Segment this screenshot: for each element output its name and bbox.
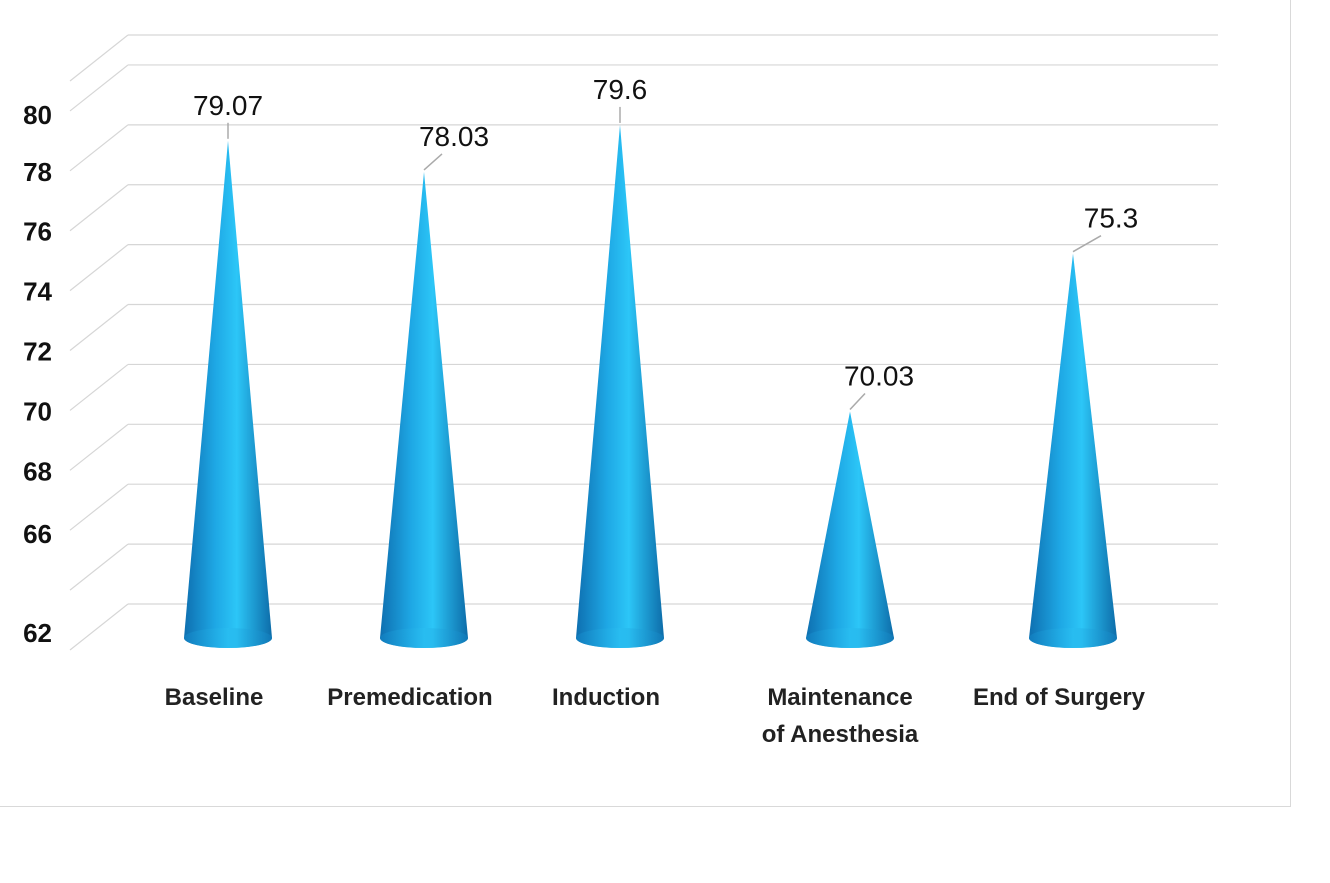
- cone-body: [184, 140, 272, 649]
- gridline-depth: [69, 244, 129, 292]
- gridline-depth: [69, 543, 129, 591]
- leader-line: [1072, 235, 1102, 253]
- gridline-depth: [69, 304, 129, 351]
- category-label: End of Surgery: [973, 684, 1146, 711]
- data-label: 75.3: [1084, 203, 1139, 234]
- leader-line: [849, 393, 866, 411]
- y-tick-label: 72: [23, 337, 52, 367]
- category-label: Premedication: [327, 684, 492, 711]
- gridline-depth: [69, 363, 129, 411]
- cone-base: [380, 628, 468, 648]
- gridline-depth: [69, 423, 129, 471]
- gridline-depth: [69, 64, 129, 112]
- cone-body: [576, 124, 664, 648]
- y-tick-label: 74: [23, 277, 52, 307]
- cone-bar: [576, 124, 664, 648]
- cone-bar: [806, 411, 894, 648]
- y-tick-label: 78: [23, 157, 52, 187]
- y-tick-label: 62: [23, 618, 52, 648]
- cone-base: [184, 628, 272, 648]
- y-tick-label: 76: [23, 217, 52, 247]
- category-label: Induction: [552, 684, 660, 711]
- y-tick-label: 68: [23, 456, 52, 486]
- cone-chart: 62 66 68 70 72 74 76 78 80 79.07 78.03 79.6 70.03 75…: [23, 34, 1218, 748]
- gridline-depth: [69, 184, 129, 232]
- cone-bar: [184, 140, 272, 649]
- y-tick-label: 70: [23, 396, 52, 426]
- gridlines: [69, 34, 1218, 651]
- category-label: Baseline: [165, 684, 264, 711]
- leader-line: [423, 153, 443, 171]
- cones: [184, 124, 1117, 649]
- cone-body: [806, 411, 894, 648]
- cone-bar: [380, 171, 468, 649]
- data-label: 70.03: [844, 361, 914, 392]
- data-label: 79.07: [193, 90, 263, 121]
- gridline-depth: [69, 34, 129, 82]
- data-labels: 79.07 78.03 79.6 70.03 75.3: [193, 74, 1139, 411]
- data-label: 78.03: [419, 121, 489, 152]
- cone-base: [576, 628, 664, 648]
- data-label: 79.6: [593, 74, 648, 105]
- chart-area: 62 66 68 70 72 74 76 78 80 79.07 78.03 79.6 70.03 75…: [0, 0, 1291, 807]
- y-tick-label: 66: [23, 519, 52, 549]
- cone-bar: [1029, 253, 1117, 648]
- cone-base: [1029, 628, 1117, 648]
- cone-base: [806, 628, 894, 648]
- category-label: Maintenance of Anesthesia: [762, 684, 919, 748]
- gridline-depth: [69, 124, 129, 172]
- gridline-depth: [69, 603, 129, 651]
- cone-body: [380, 171, 468, 649]
- cone-body: [1029, 253, 1117, 648]
- x-axis-categories: Baseline Premedication Induction Maintenanc…: [165, 684, 1146, 748]
- gridline-depth: [69, 483, 129, 531]
- y-tick-label: 80: [23, 100, 52, 130]
- y-axis-ticks: 62 66 68 70 72 74 76 78 80: [23, 100, 52, 648]
